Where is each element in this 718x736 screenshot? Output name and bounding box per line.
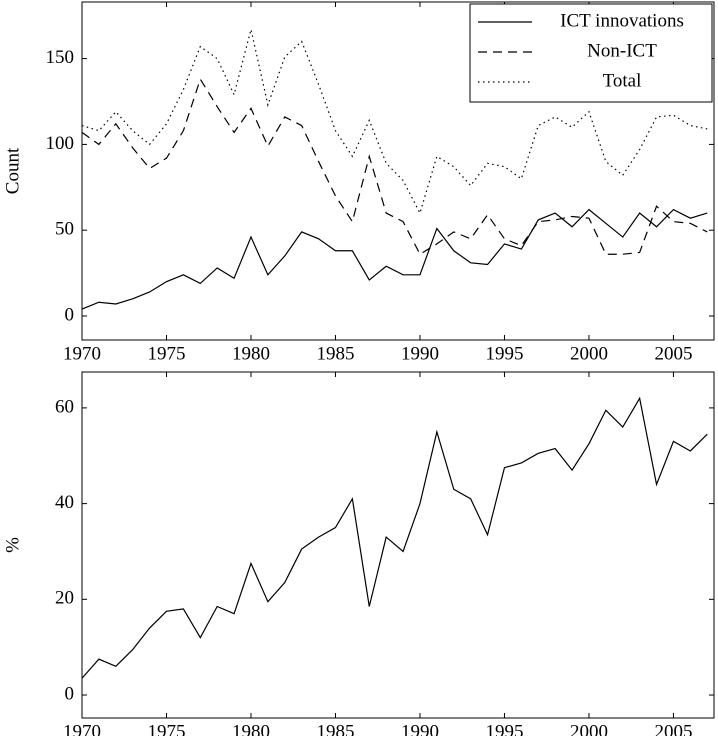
plot-frame (81, 371, 715, 719)
x-tick-label: 1990 (401, 343, 439, 364)
legend-label: ICT innovations (560, 10, 684, 31)
x-tick-label: 1970 (63, 343, 101, 364)
legend-box (469, 3, 713, 103)
y-tick-label: 40 (55, 492, 74, 513)
x-tick-label: 1985 (316, 343, 354, 364)
x-tick-label: 1990 (401, 721, 439, 736)
x-tick-label: 2000 (570, 721, 608, 736)
legend-label: Total (603, 70, 642, 91)
legend-label: Non-ICT (587, 40, 657, 61)
data-line (81, 77, 708, 256)
x-tick-label: 1985 (316, 721, 354, 736)
x-tick-label: 1975 (147, 343, 185, 364)
data-line (81, 396, 708, 679)
y-axis-label: Count (2, 147, 23, 194)
y-tick-label: 0 (65, 683, 75, 704)
x-tick-label: 2005 (654, 343, 692, 364)
y-axis-label: % (2, 537, 23, 553)
x-tick-label: 2005 (654, 721, 692, 736)
y-tick-label: 150 (46, 47, 75, 68)
x-tick-label: 1995 (485, 343, 523, 364)
x-tick-label: 1995 (485, 721, 523, 736)
y-tick-label: 0 (65, 304, 75, 325)
data-line (81, 208, 708, 310)
plot-frame (81, 1, 715, 341)
x-tick-label: 1980 (232, 343, 270, 364)
x-tick-label: 2000 (570, 343, 608, 364)
y-tick-label: 100 (46, 133, 75, 154)
y-tick-label: 60 (55, 396, 74, 417)
y-tick-label: 50 (55, 219, 74, 240)
x-tick-label: 1980 (232, 721, 270, 736)
x-tick-label: 1970 (63, 721, 101, 736)
x-tick-label: 1975 (147, 721, 185, 736)
y-tick-label: 20 (55, 588, 74, 609)
